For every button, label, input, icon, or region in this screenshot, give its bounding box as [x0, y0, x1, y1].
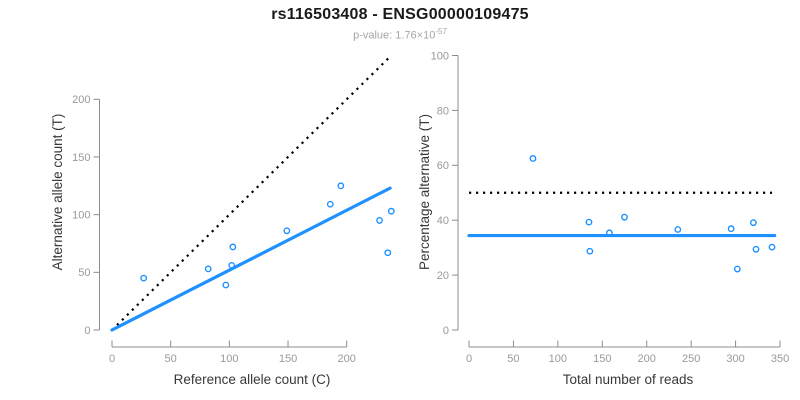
plot1-y-tick-label: 200	[72, 94, 90, 106]
plot2-data-point	[727, 225, 735, 233]
plot1-x-tick-label: 100	[220, 353, 238, 365]
plot2-data-point	[529, 155, 537, 162]
plot2-y-tick-label: 80	[437, 105, 449, 117]
plot2-data-point	[621, 213, 628, 221]
plot2-data-point	[585, 218, 593, 226]
figure-header: rs116503408 - ENSG00000109475 p-value: 1…	[0, 6, 800, 42]
plot1-data-point	[283, 227, 291, 235]
plot2-x-tick-label: 200	[638, 353, 656, 365]
plot2-y-tick-label: 60	[437, 160, 449, 172]
plot1-data-point	[140, 274, 148, 282]
plot1-data-point	[387, 207, 395, 215]
plot2-y-tick-label: 20	[437, 270, 449, 282]
plot2-x-tick-label: 0	[466, 353, 472, 365]
plot1-data-point	[222, 281, 230, 289]
plot1-y-tick-label: 150	[72, 152, 90, 164]
plot2-data-point	[674, 226, 682, 233]
plot2-x-tick-label: 300	[726, 353, 744, 365]
plot1-data-point	[229, 243, 237, 251]
plot1-x-tick-label: 200	[338, 353, 356, 365]
identity-line	[111, 55, 391, 331]
fit-line	[110, 186, 392, 332]
pvalue-text: p-value: 1.76×10	[353, 29, 436, 42]
plot2-x-tick-label: 150	[593, 353, 611, 365]
plot1-y-tick-label: 50	[78, 267, 90, 279]
plot1-data-point	[204, 265, 212, 273]
plot2-x-tick-label: 100	[549, 353, 567, 365]
plot2-x-tick-label: 350	[771, 353, 789, 365]
plot1-data-point	[384, 249, 392, 257]
plot1-data-point	[228, 262, 236, 269]
plot2-x-axis-title: Total number of reads	[563, 372, 694, 387]
plot1-y-tick-label: 0	[84, 325, 90, 337]
plot1-x-tick-label: 50	[165, 353, 177, 365]
plot1-x-tick-label: 0	[109, 353, 115, 365]
plot1-data-point	[337, 182, 345, 190]
plot1-x-axis-title: Reference allele count (C)	[174, 372, 331, 387]
plot1-data-point	[326, 200, 334, 208]
figure-title: rs116503408 - ENSG00000109475	[271, 6, 529, 23]
plot2-data-point	[733, 265, 741, 273]
plot2-data-point	[752, 245, 760, 253]
plot2-data-point	[749, 219, 757, 227]
plot2-y-tick-label: 40	[437, 215, 449, 227]
plot2-y-tick-label: 100	[431, 50, 449, 62]
plot2-y-tick-label: 0	[443, 325, 449, 337]
plot1-data-point	[376, 217, 383, 224]
plot2-data-point	[605, 229, 613, 237]
plot2-x-tick-label: 50	[507, 353, 519, 365]
plot2-y-axis-title: Percentage alternative (T)	[417, 114, 432, 270]
plot2-data-point	[768, 243, 776, 251]
pvalue-exponent: -57	[435, 27, 447, 36]
plot1-x-tick-label: 150	[279, 353, 297, 365]
plot2-x-tick-label: 250	[682, 353, 700, 365]
plot1-y-tick-label: 100	[72, 210, 90, 222]
plot1-y-axis-title: Alternative allele count (T)	[50, 114, 65, 271]
pvalue-subtitle: p-value: 1.76×10-57	[0, 27, 800, 42]
plot2-data-point	[586, 247, 594, 255]
